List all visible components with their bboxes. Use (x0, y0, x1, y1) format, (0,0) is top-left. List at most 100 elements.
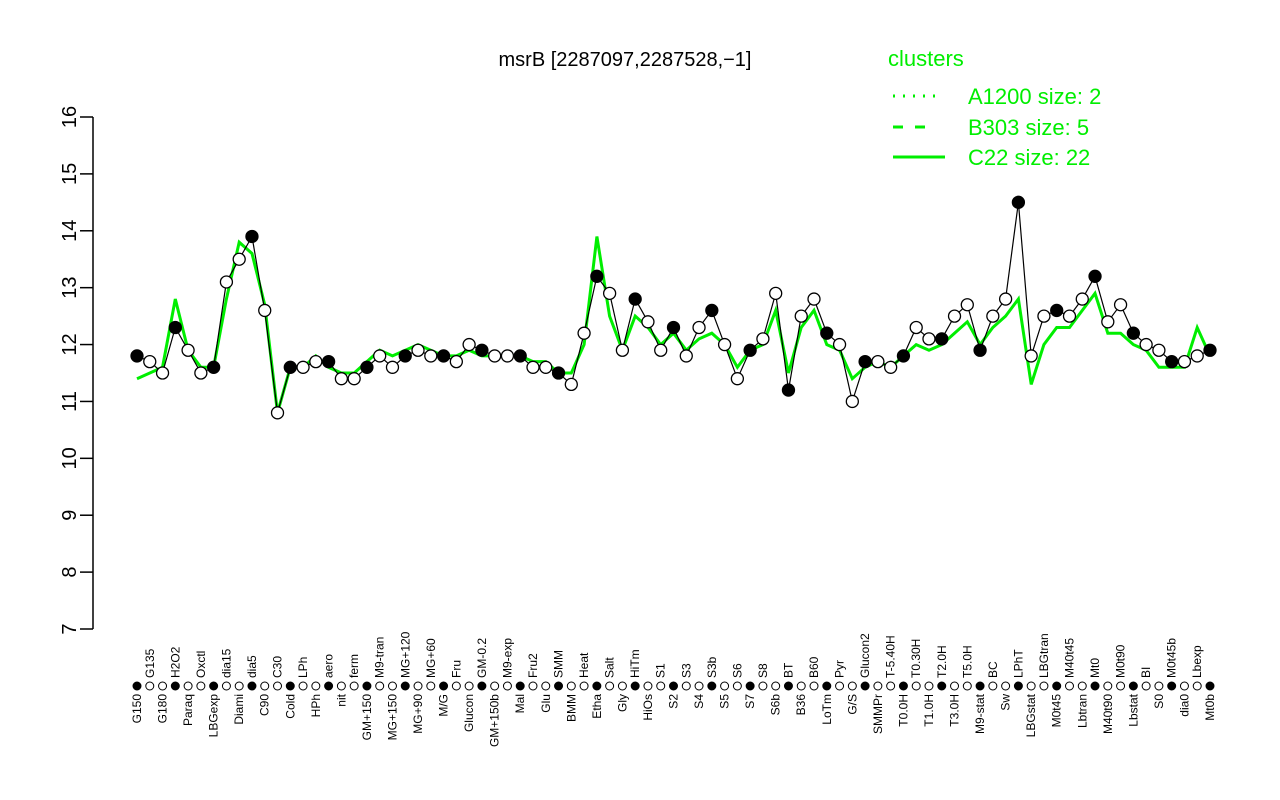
x-tick-label: Glu (539, 694, 553, 713)
data-point (756, 332, 770, 346)
data-point (283, 360, 297, 374)
data-point (270, 406, 285, 420)
data-point (526, 360, 540, 374)
x-marker (1128, 681, 1138, 691)
data-point (424, 349, 438, 363)
x-tick-label: dia5 (245, 655, 259, 678)
x-marker (158, 681, 168, 691)
data-point (360, 360, 374, 374)
x-marker (1039, 681, 1049, 691)
x-tick-label: HPh (309, 694, 323, 717)
x-tick-label: Fru (449, 660, 463, 678)
x-tick-label: MG+90 (411, 694, 425, 734)
x-tick-label: M9-exp (500, 638, 514, 678)
x-tick-label: S3b (705, 656, 719, 678)
x-tick-label: LPh (296, 657, 310, 678)
x-marker (349, 681, 359, 691)
x-marker (209, 681, 219, 691)
x-tick-label: S4 (692, 694, 706, 709)
data-point (1075, 292, 1089, 306)
data-point (296, 360, 310, 374)
legend-entry-c22: C22 size: 22 (968, 145, 1090, 170)
data-point (909, 320, 923, 335)
data-point (654, 343, 668, 357)
x-marker (477, 681, 487, 691)
x-tick-label: G/S (845, 694, 859, 715)
x-tick-label: GM+150b (488, 694, 502, 747)
x-marker (886, 681, 896, 691)
x-marker (694, 681, 704, 691)
x-marker (924, 681, 934, 691)
x-marker (515, 681, 525, 691)
x-tick-label: T5.0H (960, 645, 974, 678)
data-point (769, 286, 783, 301)
y-tick-label: 7 (59, 623, 81, 634)
x-marker (732, 681, 742, 691)
chart-title: msrB [2287097,2287528,−1] (499, 49, 752, 71)
data-point (1203, 343, 1217, 357)
data-point (679, 349, 693, 363)
y-tick-label: 10 (59, 447, 81, 469)
data-point (1152, 343, 1166, 357)
data-point (564, 377, 578, 392)
data-point (194, 366, 208, 380)
data-point (1011, 195, 1026, 209)
x-marker (221, 681, 231, 691)
x-marker (847, 681, 857, 691)
x-tick-label: H2O2 (168, 646, 182, 678)
data-point (692, 320, 706, 335)
x-tick-label: MG+120 (398, 631, 412, 678)
x-marker (451, 681, 461, 691)
data-point (539, 360, 553, 374)
x-axis: G150 G135 G180 H2O2 Paraq Oxctl LBGexp dia15 Dia… (130, 631, 1217, 747)
x-marker (324, 681, 334, 691)
data-point (705, 303, 719, 318)
data-point (730, 372, 745, 386)
y-axis: 7 8 9 10 11 12 13 14 15 16 (59, 106, 94, 635)
x-marker (362, 681, 372, 691)
data-point (1190, 349, 1204, 363)
x-tick-label: M9-tran (373, 637, 387, 678)
data-point (1050, 303, 1064, 318)
x-tick-label: GM-0.2 (475, 638, 489, 678)
x-marker (707, 681, 717, 691)
x-marker (298, 681, 308, 691)
data-point (475, 343, 489, 357)
x-marker (145, 681, 155, 691)
x-tick-label: G150 (130, 694, 144, 724)
x-tick-label: Paraq (181, 694, 195, 726)
x-marker (247, 681, 257, 691)
x-tick-label: B60 (807, 656, 821, 678)
x-tick-label: Pyr (833, 660, 847, 678)
data-point (832, 337, 847, 352)
data-point (449, 354, 463, 369)
x-marker (1141, 681, 1151, 691)
x-marker (439, 681, 449, 691)
x-tick-label: T-5.40H (884, 635, 898, 678)
x-marker (273, 681, 283, 691)
x-tick-label: LBGtran (1037, 633, 1051, 678)
x-tick-label: M0t45b (1165, 638, 1179, 678)
x-tick-label: SMMPr (871, 694, 885, 734)
x-marker (911, 681, 921, 691)
x-tick-label: T0.30H (909, 639, 923, 678)
x-marker (873, 681, 883, 691)
y-tick-label: 9 (59, 510, 81, 521)
data-point (973, 343, 987, 357)
x-tick-label: Etha (590, 694, 604, 719)
data-point (462, 337, 476, 352)
x-marker (1013, 681, 1023, 691)
x-tick-label: HiOs (641, 694, 655, 721)
x-marker (745, 681, 755, 691)
x-marker (1167, 681, 1177, 691)
x-tick-label: nit (334, 693, 348, 706)
x-tick-label: C90 (258, 694, 272, 716)
x-tick-label: S0 (1152, 694, 1166, 709)
x-tick-label: MG+60 (424, 638, 438, 678)
x-tick-label: M40t45 (1062, 638, 1076, 678)
x-tick-label: S2 (667, 694, 681, 709)
y-tick-label: 14 (59, 220, 81, 242)
data-point (206, 360, 221, 374)
x-marker (400, 681, 410, 691)
